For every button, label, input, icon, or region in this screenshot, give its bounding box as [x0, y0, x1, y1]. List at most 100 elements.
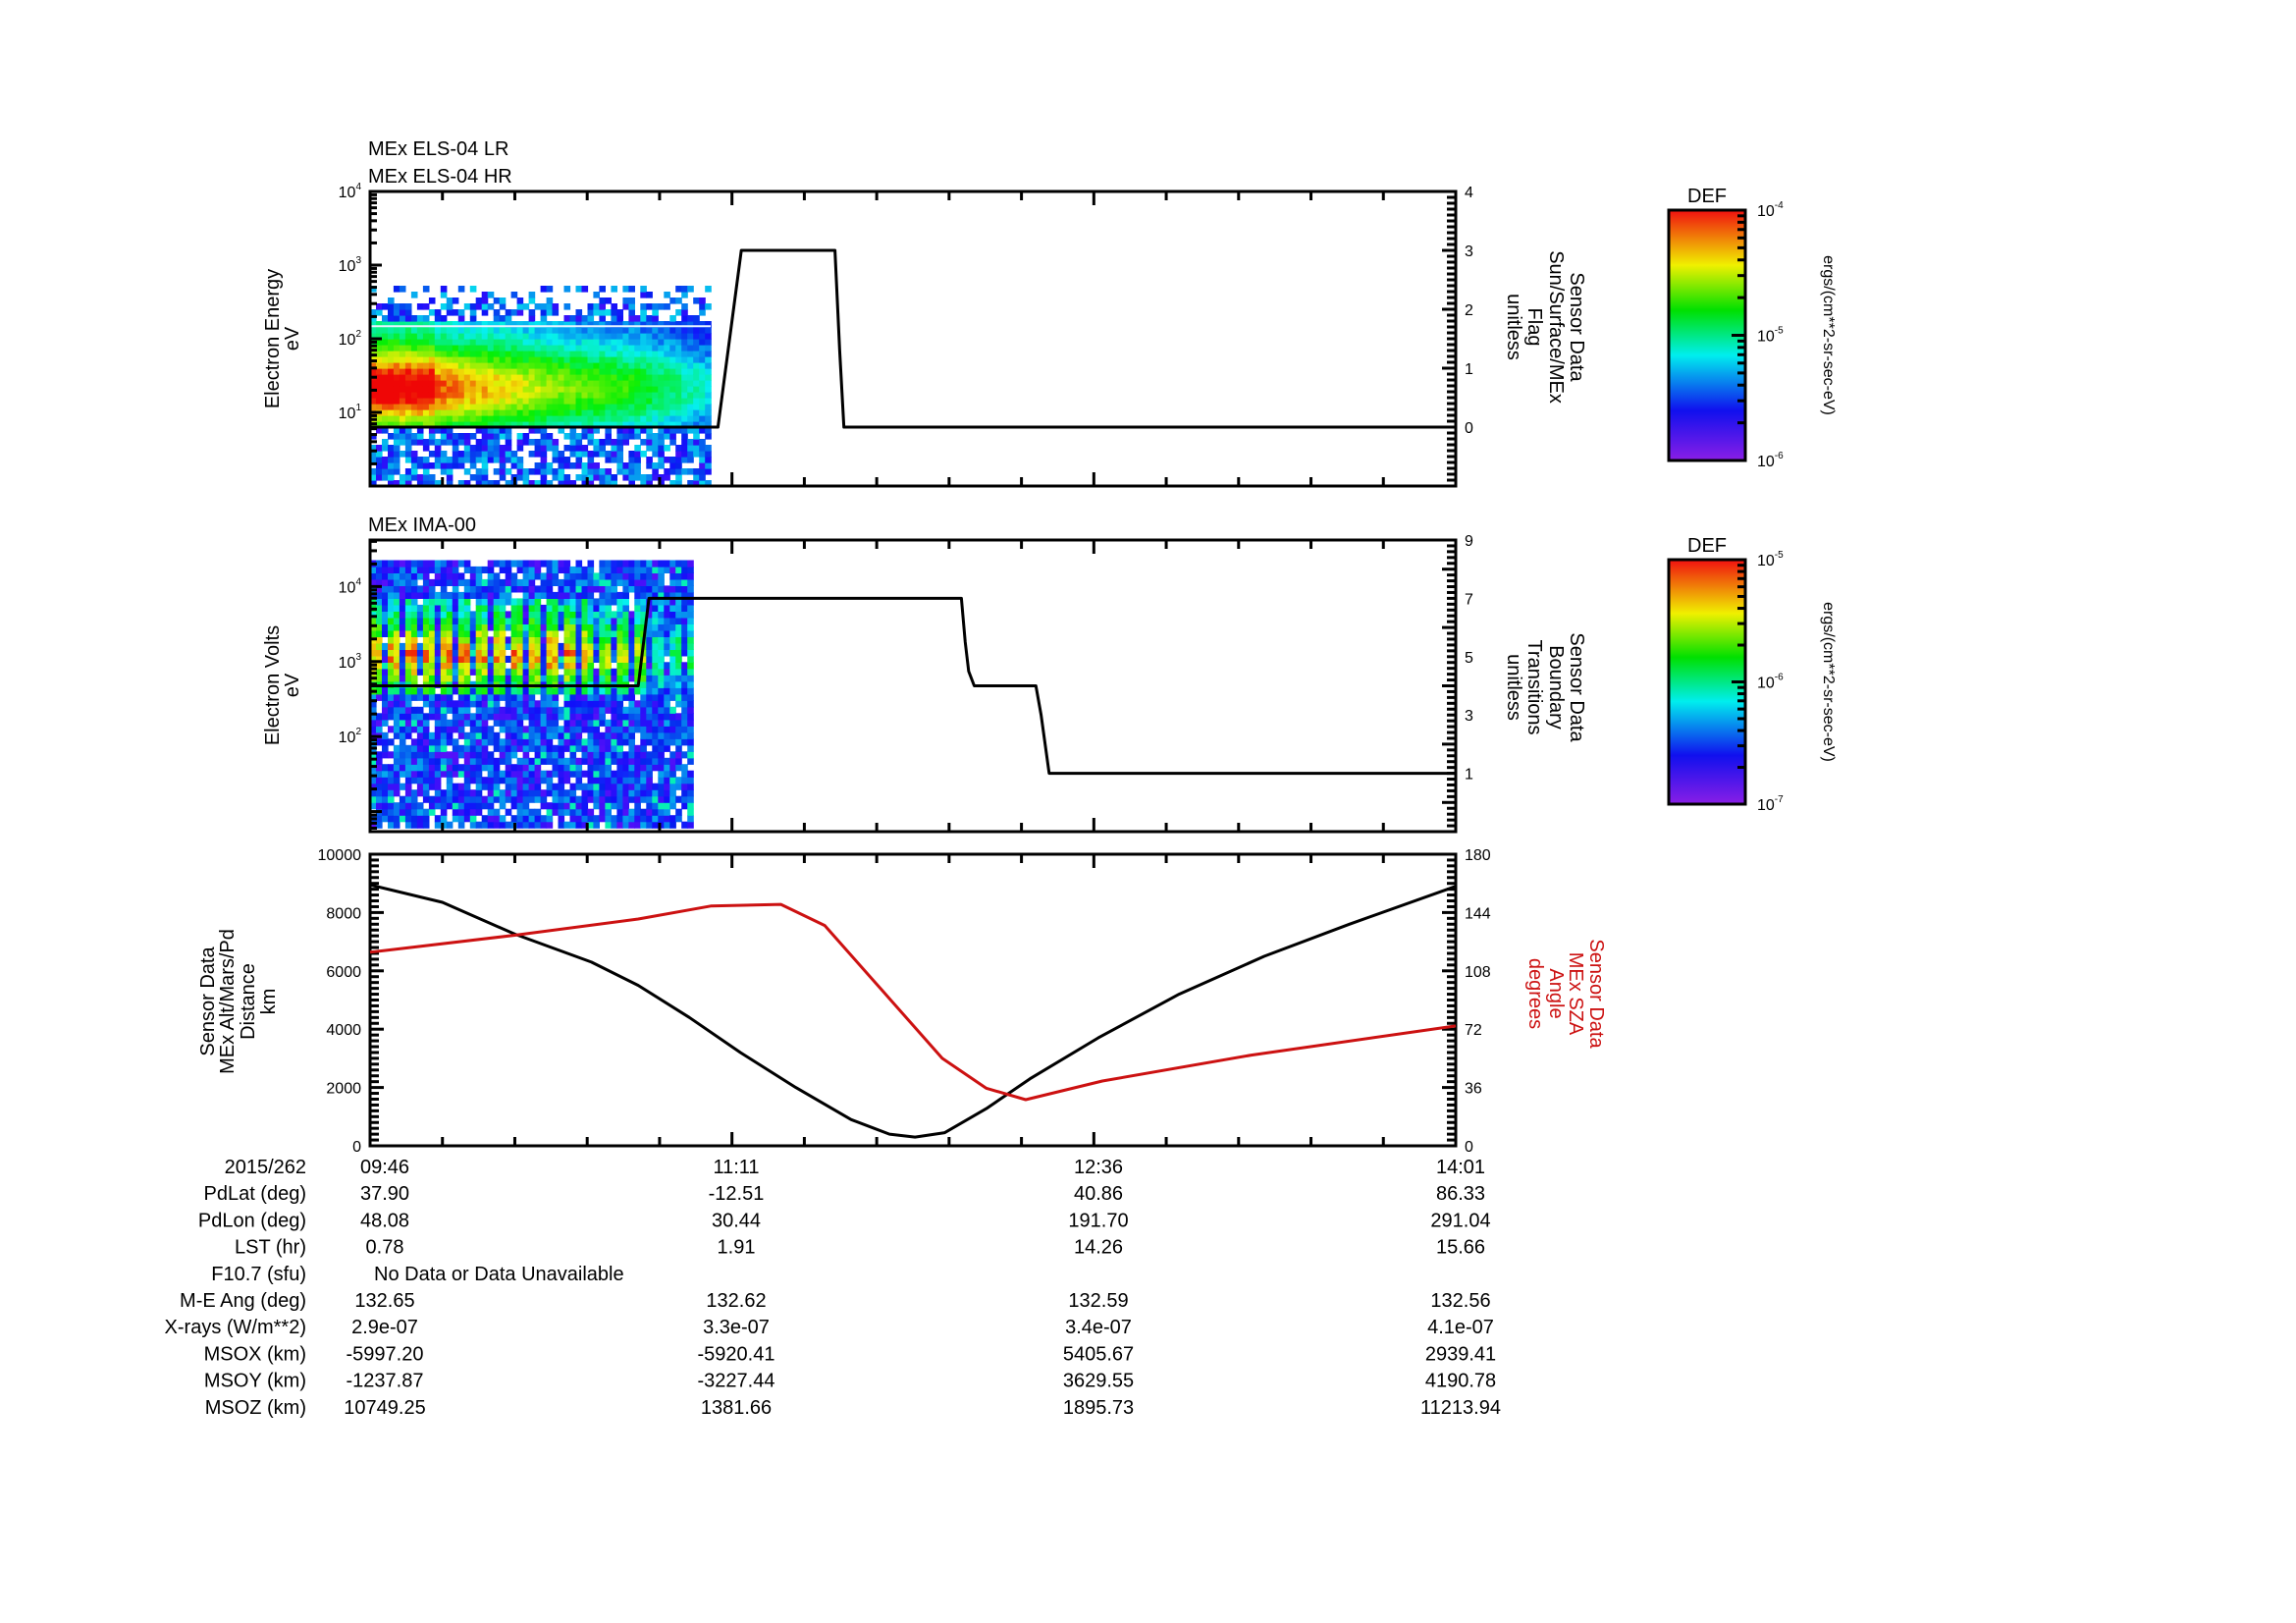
spectrogram-cell — [646, 427, 653, 434]
spectrogram-cell — [646, 339, 653, 346]
spectrogram-cell — [628, 783, 635, 790]
spectrogram-cell — [658, 433, 665, 440]
spectrogram-cell — [616, 815, 623, 823]
spectrogram-cell — [687, 713, 694, 721]
spectrogram-cell — [540, 770, 548, 778]
spectrogram-cell — [457, 409, 465, 416]
spectrogram-cell — [463, 649, 471, 657]
spectrogram-cell — [587, 629, 595, 637]
spectrogram-cell — [528, 700, 536, 708]
spectrogram-cell — [569, 339, 577, 346]
spectrogram-cell — [640, 751, 647, 759]
spectrogram-cell — [416, 439, 424, 446]
spectrogram-cell — [428, 591, 436, 599]
spectrogram-cell — [599, 421, 606, 428]
spectrogram-cell — [652, 362, 659, 369]
ephemeris-value: 4190.78 — [1425, 1371, 1496, 1392]
spectrogram-cell — [681, 303, 688, 310]
spectrogram-cell — [611, 321, 617, 328]
spectrogram-cell — [622, 675, 629, 682]
spectrogram-cell — [469, 629, 477, 637]
spectrogram-cell — [593, 649, 600, 657]
spectrogram-cell — [428, 744, 436, 752]
right-axis-label: unitless — [1503, 654, 1524, 721]
ephemeris-value: 30.44 — [712, 1210, 761, 1231]
spectrogram-cell — [370, 398, 377, 405]
spectrogram-cell — [487, 706, 495, 714]
spectrogram-cell — [563, 611, 571, 619]
spectrogram-cell — [669, 770, 676, 778]
spectrogram-cell — [434, 668, 442, 676]
spectrogram-cell — [599, 815, 606, 823]
spectrogram-cell — [475, 649, 483, 657]
spectrogram-cell — [522, 362, 530, 369]
spectrogram-cell — [540, 726, 548, 733]
spectrogram-cell — [370, 617, 377, 624]
ephemeris-value: 132.65 — [354, 1290, 414, 1312]
spectrogram-cell — [605, 572, 612, 580]
spectrogram-cell — [388, 623, 395, 631]
spectrogram-cell — [370, 392, 377, 399]
spectrogram-cell — [581, 368, 589, 375]
spectrogram-cell — [552, 598, 560, 606]
spectrogram-cell — [410, 598, 418, 606]
spectrogram-cell — [563, 802, 571, 810]
spectrogram-cell — [675, 719, 682, 727]
spectrogram-cell — [481, 439, 489, 446]
spectrogram-cell — [452, 566, 459, 573]
spectrogram-cell — [569, 362, 577, 369]
spectrogram-cell — [516, 339, 524, 346]
spectrogram-cell — [681, 566, 688, 573]
spectrogram-cell — [393, 706, 400, 714]
spectrogram-cell — [463, 642, 471, 650]
spectrogram-cell — [616, 578, 623, 586]
spectrogram-cell — [452, 617, 459, 624]
spectrogram-cell — [546, 744, 554, 752]
spectrogram-cell — [434, 462, 442, 469]
spectrogram-cell — [581, 795, 589, 803]
spectrogram-cell — [469, 451, 477, 458]
spectrogram-cell — [581, 445, 589, 452]
spectrogram-cell — [534, 585, 542, 593]
spectrogram-cell — [599, 560, 606, 568]
spectrogram-cell — [446, 433, 454, 440]
spectrogram-cell — [675, 700, 682, 708]
spectrogram-cell — [463, 303, 471, 310]
spectrogram-cell — [616, 427, 623, 434]
spectrogram-cell — [640, 315, 647, 322]
spectrogram-cell — [646, 629, 653, 637]
spectrogram-cell — [399, 404, 406, 410]
spectrogram-cell — [664, 321, 670, 328]
spectrogram-cell — [622, 808, 629, 816]
spectrogram-cell — [481, 706, 489, 714]
spectrogram-cell — [569, 380, 577, 387]
spectrogram-cell — [622, 751, 629, 759]
ephemeris-value: -5920.41 — [698, 1343, 775, 1365]
spectrogram-cell — [487, 764, 495, 772]
spectrogram-cell — [552, 623, 560, 631]
time-tick-label: 09:46 — [360, 1157, 409, 1178]
spectrogram-cell — [475, 368, 483, 375]
spectrogram-cell — [558, 368, 565, 375]
spectrogram-cell — [404, 642, 412, 650]
spectrogram-cell — [634, 668, 641, 676]
spectrogram-cell — [416, 731, 424, 739]
spectrogram-cell — [581, 356, 589, 363]
spectrogram-cell — [493, 309, 501, 316]
spectrogram-cell — [388, 662, 395, 670]
spectrogram-cell — [481, 693, 489, 701]
spectrogram-cell — [616, 445, 623, 452]
spectrogram-cell — [534, 783, 542, 790]
spectrogram-cell — [388, 572, 395, 580]
spectrogram-cell — [410, 706, 418, 714]
spectrogram-cell — [487, 572, 495, 580]
spectrogram-cell — [370, 706, 377, 714]
spectrogram-cell — [469, 795, 477, 803]
spectrogram-cell — [534, 751, 542, 759]
spectrogram-cell — [593, 668, 600, 676]
spectrogram-cell — [640, 821, 647, 829]
spectrogram-cell — [457, 415, 465, 422]
spectrogram-cell — [404, 719, 412, 727]
spectrogram-cell — [487, 585, 495, 593]
spectrogram-cell — [675, 451, 682, 458]
